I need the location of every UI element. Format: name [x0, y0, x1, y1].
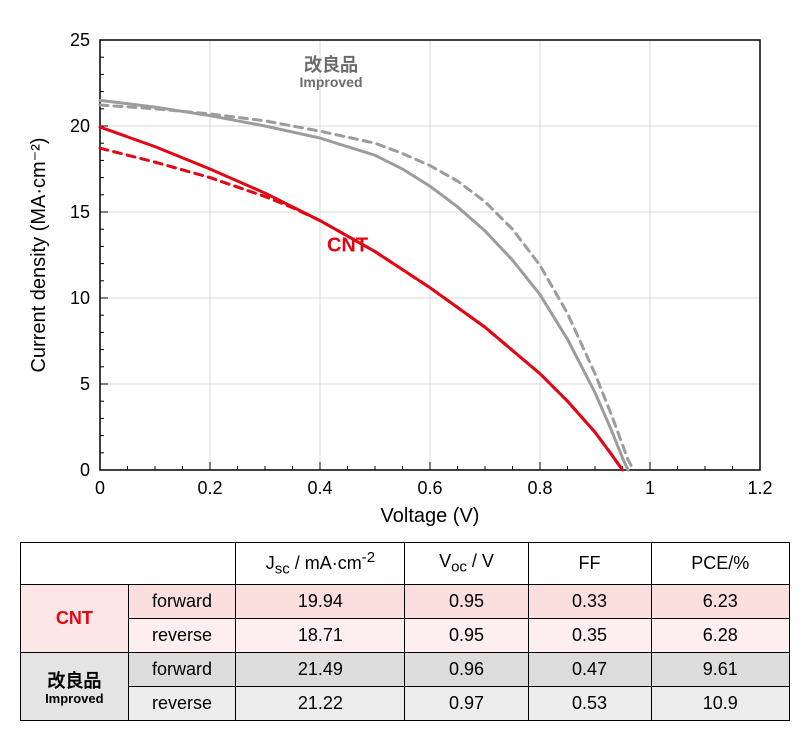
svg-text:改良品: 改良品: [304, 54, 358, 75]
scan-1-0: forward: [128, 652, 236, 686]
scan-1-1: reverse: [128, 686, 236, 720]
group-label-0: CNT: [21, 584, 129, 652]
col-header-2: Jsc / mA·cm-2: [236, 543, 405, 585]
cell-0-1-0: 18.71: [236, 618, 405, 652]
cell-1-0-1: 0.96: [405, 652, 528, 686]
cell-1-0-3: 9.61: [651, 652, 789, 686]
svg-text:15: 15: [70, 202, 90, 222]
svg-text:0.2: 0.2: [197, 478, 222, 498]
svg-text:0: 0: [80, 460, 90, 480]
cell-1-1-0: 21.22: [236, 686, 405, 720]
scan-0-0: forward: [128, 584, 236, 618]
svg-text:10: 10: [70, 288, 90, 308]
col-header-0: [21, 543, 129, 585]
svg-text:Current density (MA·cm⁻²): Current density (MA·cm⁻²): [28, 137, 50, 372]
col-header-1: [128, 543, 236, 585]
col-header-3: Voc / V: [405, 543, 528, 585]
parameters-table: Jsc / mA·cm-2Voc / VFFPCE/% CNTforward19.…: [20, 542, 790, 721]
cell-0-1-1: 0.95: [405, 618, 528, 652]
svg-text:0.8: 0.8: [527, 478, 552, 498]
cell-1-0-0: 21.49: [236, 652, 405, 686]
svg-text:5: 5: [80, 374, 90, 394]
cell-0-1-3: 6.28: [651, 618, 789, 652]
cell-0-0-1: 0.95: [405, 584, 528, 618]
chart-svg: 0 0.2 0.4 0.6 0.8 1 1.2 0 5 10 15 20 25 Voltage (V) Cu…: [20, 20, 790, 530]
svg-text:CNT: CNT: [327, 235, 368, 257]
svg-text:Improved: Improved: [299, 74, 362, 90]
svg-text:20: 20: [70, 116, 90, 136]
cell-0-0-0: 19.94: [236, 584, 405, 618]
cell-0-0-2: 0.33: [528, 584, 651, 618]
scan-0-1: reverse: [128, 618, 236, 652]
cell-0-1-2: 0.35: [528, 618, 651, 652]
group-label-1: 改良品Improved: [21, 652, 129, 720]
svg-text:1.2: 1.2: [747, 478, 772, 498]
svg-text:Voltage (V): Voltage (V): [381, 505, 480, 527]
svg-text:0.4: 0.4: [307, 478, 332, 498]
cell-1-1-3: 10.9: [651, 686, 789, 720]
jv-chart: 0 0.2 0.4 0.6 0.8 1 1.2 0 5 10 15 20 25 Voltage (V) Cu…: [20, 20, 790, 530]
svg-text:0.6: 0.6: [417, 478, 442, 498]
cell-1-0-2: 0.47: [528, 652, 651, 686]
cell-1-1-2: 0.53: [528, 686, 651, 720]
col-header-4: FF: [528, 543, 651, 585]
svg-text:25: 25: [70, 30, 90, 50]
cell-0-0-3: 6.23: [651, 584, 789, 618]
svg-text:1: 1: [645, 478, 655, 498]
col-header-5: PCE/%: [651, 543, 789, 585]
svg-text:0: 0: [95, 478, 105, 498]
cell-1-1-1: 0.97: [405, 686, 528, 720]
